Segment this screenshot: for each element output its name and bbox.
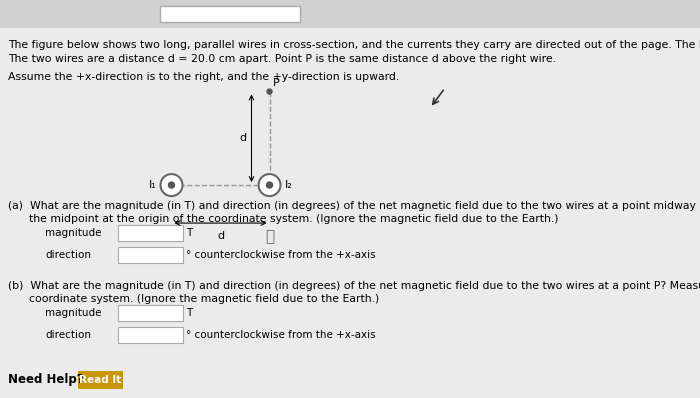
Text: ° counterclockwise from the +x-axis: ° counterclockwise from the +x-axis <box>186 250 376 260</box>
FancyBboxPatch shape <box>118 327 183 343</box>
Text: magnitude: magnitude <box>45 228 102 238</box>
Text: (b)  What are the magnitude (in T) and direction (in degrees) of the net magneti: (b) What are the magnitude (in T) and di… <box>8 281 700 291</box>
Text: ° counterclockwise from the +x-axis: ° counterclockwise from the +x-axis <box>186 330 376 340</box>
Text: T: T <box>186 308 193 318</box>
Text: Assume the +x-direction is to the right, and the +y-direction is upward.: Assume the +x-direction is to the right,… <box>8 72 399 82</box>
Text: (a)  What are the magnitude (in T) and direction (in degrees) of the net magneti: (a) What are the magnitude (in T) and di… <box>8 201 700 211</box>
Text: direction: direction <box>45 250 91 260</box>
Text: d: d <box>217 231 224 241</box>
Bar <box>0 0 700 28</box>
Circle shape <box>267 89 272 94</box>
Circle shape <box>160 174 183 196</box>
Text: The figure below shows two long, parallel wires in cross-section, and the curren: The figure below shows two long, paralle… <box>8 40 700 50</box>
FancyBboxPatch shape <box>160 6 300 22</box>
FancyBboxPatch shape <box>118 305 183 321</box>
Text: Need Help?: Need Help? <box>8 373 83 386</box>
Text: magnitude: magnitude <box>45 308 102 318</box>
Text: The two wires are a distance d = 20.0 cm apart. Point P is the same distance d a: The two wires are a distance d = 20.0 cm… <box>8 54 556 64</box>
Text: coordinate system. (Ignore the magnetic field due to the Earth.): coordinate system. (Ignore the magnetic … <box>8 294 379 304</box>
FancyBboxPatch shape <box>118 225 183 241</box>
Text: the midpoint at the origin of the coordinate system. (Ignore the magnetic field : the midpoint at the origin of the coordi… <box>8 214 559 224</box>
FancyBboxPatch shape <box>78 371 123 389</box>
Text: Read It: Read It <box>79 375 122 385</box>
Text: T: T <box>186 228 193 238</box>
FancyBboxPatch shape <box>118 247 183 263</box>
Text: ⓘ: ⓘ <box>265 230 274 244</box>
Circle shape <box>267 182 272 188</box>
Text: d: d <box>239 133 246 143</box>
Text: direction: direction <box>45 330 91 340</box>
Circle shape <box>169 182 174 188</box>
Circle shape <box>258 174 281 196</box>
Text: I₂: I₂ <box>284 180 293 190</box>
Text: P: P <box>272 78 279 88</box>
Text: I₁: I₁ <box>148 180 157 190</box>
